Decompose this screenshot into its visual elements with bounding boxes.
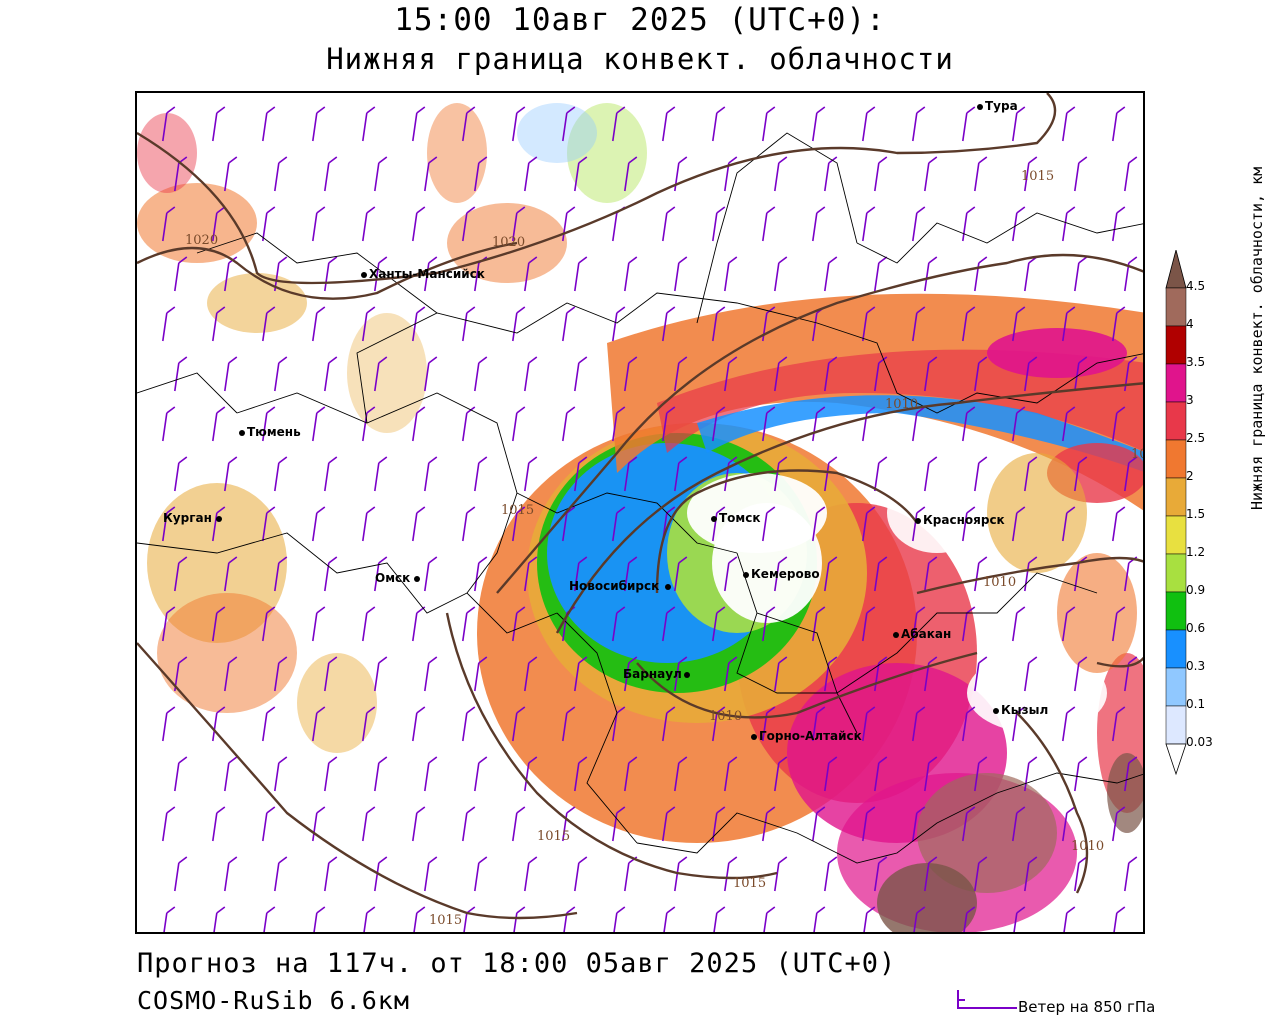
legend-tick: 4 [1186, 317, 1194, 331]
city-marker-icon [215, 515, 222, 522]
isobar-label: 1010 [709, 709, 743, 724]
city-name: Новосибирск [569, 579, 660, 593]
wind-barbs [162, 106, 1138, 932]
map-canvas [137, 93, 1143, 932]
wind-legend-label: Ветер на 850 гПа [1018, 998, 1156, 1016]
map-title-time: 15:00 10авг 2025 (UTC+0): [394, 2, 886, 38]
city-marker-icon [711, 515, 717, 522]
city-kyzyl: Кызыл [993, 703, 1048, 717]
isobar-label: 1010 [1071, 839, 1105, 854]
isobar-label: 1010 [885, 397, 919, 412]
city-name: Тура [985, 99, 1018, 113]
city-abakan: Абакан [893, 627, 951, 641]
legend-tick: 3.5 [1186, 355, 1206, 369]
city-marker-icon [414, 575, 421, 582]
city-name: Томск [719, 511, 761, 525]
city-name: Абакан [901, 627, 952, 641]
legend-tick: 2.5 [1186, 431, 1206, 445]
city-marker-icon [915, 517, 921, 524]
legend-tick: 0.9 [1186, 583, 1206, 597]
legend-tick: 0.3 [1186, 659, 1206, 673]
legend-title: Нижняя граница конвект. облачности, км [1248, 166, 1266, 510]
isobar-label: 1020 [185, 233, 219, 248]
city-kurgan: Курган [163, 511, 224, 525]
city-novosibirsk: Новосибирск [569, 579, 673, 593]
isobars [137, 93, 1143, 920]
isobar-label: 1020 [492, 235, 526, 250]
legend-tick: 1.2 [1186, 545, 1206, 559]
city-marker-icon [239, 429, 245, 436]
city-gorno-altaysk: Горно-Алтайск [751, 729, 862, 743]
city-marker-icon [993, 707, 999, 714]
color-legend-bar [1165, 250, 1187, 776]
map-title-parameter: Нижняя граница конвект. облачности [326, 42, 954, 76]
city-name: Горно-Алтайск [759, 729, 862, 743]
isobar-label: 10 [1131, 447, 1143, 462]
forecast-info: Прогноз на 117ч. от 18:00 05авг 2025 (UT… [137, 948, 897, 979]
city-name: Кызыл [1001, 703, 1049, 717]
legend-tick: 0.6 [1186, 621, 1206, 635]
forecast-map: 1015 1020 1020 1015 1010 1010 1010 1015 … [135, 91, 1145, 934]
isobar-label: 1015 [1021, 169, 1055, 184]
city-khanty-mansiysk: Ханты-Мансийск [361, 267, 485, 281]
city-marker-icon [743, 571, 749, 578]
legend-tick: 4.5 [1186, 279, 1206, 293]
city-omsk: Омск [375, 571, 422, 585]
city-marker-icon [893, 631, 899, 638]
city-name: Ханты-Мансийск [369, 267, 485, 281]
legend-tick: 1.5 [1186, 507, 1206, 521]
city-name: Омск [375, 571, 411, 585]
legend-tick: 0.03 [1186, 735, 1213, 749]
city-name: Курган [163, 511, 212, 525]
isobar-label: 1010 [983, 575, 1017, 590]
city-krasnoyarsk: Красноярск [915, 513, 1005, 527]
isobar-label: 1015 [537, 829, 571, 844]
city-name: Барнаул [623, 667, 682, 681]
isobar-label: 1015 [733, 876, 767, 891]
isobar-label: 1015 [501, 503, 535, 518]
legend-tick: 3 [1186, 393, 1194, 407]
city-name: Кемерово [751, 567, 820, 581]
city-marker-icon [977, 103, 983, 110]
model-name: COSMO-RuSib 6.6км [137, 986, 410, 1015]
wind-legend-icon [957, 990, 1017, 1009]
city-marker-icon [361, 271, 367, 278]
isobar-label: 1015 [429, 913, 463, 928]
city-kemerovo: Кемерово [743, 567, 820, 581]
city-tyumen: Тюмень [239, 425, 301, 439]
city-marker-icon [751, 733, 757, 740]
city-tomsk: Томск [711, 511, 761, 525]
admin-boundaries [137, 132, 1143, 864]
legend-tick: 2 [1186, 469, 1194, 483]
city-name: Красноярск [923, 513, 1005, 527]
legend-tick: 0.1 [1186, 697, 1206, 711]
city-marker-icon [665, 583, 672, 590]
city-barnaul: Барнаул [623, 667, 692, 681]
city-name: Тюмень [247, 425, 301, 439]
city-tura: Тура [977, 99, 1018, 113]
city-marker-icon [683, 671, 690, 678]
